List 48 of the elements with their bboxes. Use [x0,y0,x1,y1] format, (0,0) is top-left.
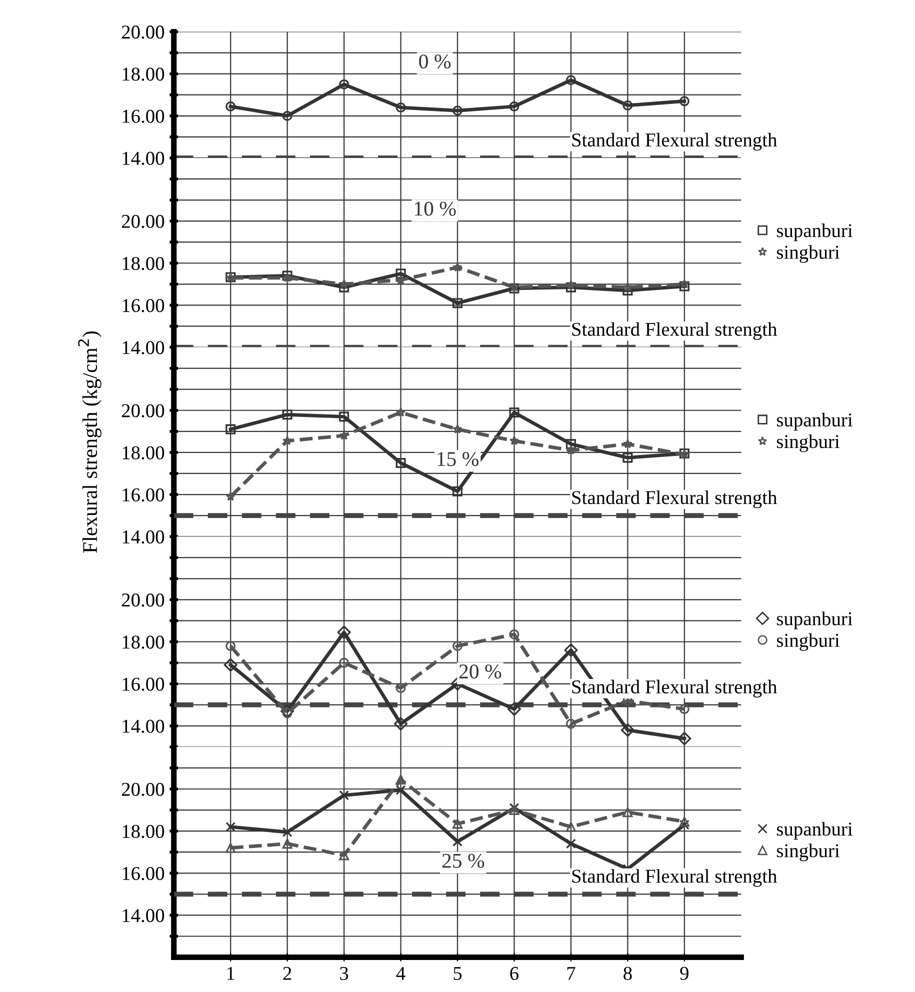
y-tick-label: 18.00 [122,636,164,649]
y-axis-title: Flexural strength (kg/cm$^{2}$) [78,331,102,553]
y-tick-label: 16.00 [122,866,164,880]
y-tick-label: 20.00 [122,26,164,39]
x-tick-label: 3 [340,966,348,980]
text: 20 % [459,664,502,679]
y-tick-label: 14.00 [122,152,164,165]
y-tick-label: 16.00 [122,678,164,691]
y-tick-label: 16.00 [122,110,164,123]
text: 0 % [419,54,451,69]
y-tick-label: 20.00 [122,782,164,796]
legend-label: singburi [776,633,840,651]
legend-label: supanburi [776,612,852,630]
y-tick-label: 14.00 [122,720,164,733]
y-tick-label: 18.00 [122,68,164,81]
x-tick-label: 5 [454,967,462,980]
y-tick-label: 20.00 [122,594,164,607]
y-tick-label: 16.00 [122,299,164,312]
text: 10 % [414,202,456,216]
legend-label: supanburi [776,822,852,840]
ref-line-label: Standard Flexural strength [572,490,777,508]
y-tick-label: 18.00 [122,824,164,838]
y-tick-label: 16.00 [122,488,164,502]
x-tick-label: 7 [567,967,576,980]
ref-line-label: Standard Flexural strength [572,322,777,340]
x-tick-label: 4 [396,967,406,980]
text: 25 % [442,854,484,868]
ref-line-label: Standard Flexural strength [572,680,777,698]
x-tick-label: 6 [510,966,519,980]
legend-label: singburi [776,245,840,263]
y-tick-label: 20.00 [122,214,164,228]
y-tick-label: 14.00 [122,341,164,354]
legend-label: singburi [776,844,840,862]
y-tick-label: 14.00 [122,530,164,544]
x-tick-label: 2 [283,966,292,980]
y-tick-label: 14.00 [122,909,164,922]
x-tick-label: 9 [680,966,688,980]
y-tick-label: 20.00 [122,404,164,418]
legend-label: supanburi [776,412,852,430]
x-tick-label: 1 [227,966,234,980]
legend-label: singburi [776,434,840,452]
legend-label: supanburi [776,224,852,242]
ref-line-label: Standard Flexural strength [572,132,777,151]
y-tick-label: 18.00 [122,446,164,460]
ref-line-label: Standard Flexural strength [572,869,777,887]
y-tick-label: 18.00 [122,256,164,270]
x-tick-label: 8 [624,966,632,980]
text: 15 % [438,452,478,466]
